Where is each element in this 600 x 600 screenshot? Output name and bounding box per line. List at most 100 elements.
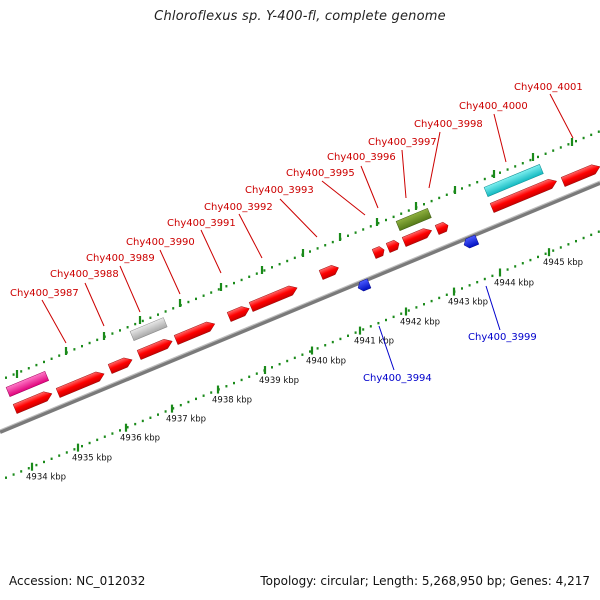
tick-dot (293, 256, 296, 260)
gene-label-chy400_3991: Chy400_3991 (167, 218, 236, 229)
tick-dot (271, 366, 273, 369)
tick-dot (392, 215, 395, 219)
forward-gene-shape (560, 164, 600, 187)
tick-dot (362, 228, 365, 231)
tick-dot (445, 193, 448, 196)
tick-dot (35, 363, 38, 367)
gene-label-chy400_3998: Chy400_3998 (414, 119, 483, 130)
tick-dot (567, 243, 570, 246)
tick-dot (187, 400, 190, 404)
tick-dot (157, 313, 159, 316)
cyan-feature (483, 164, 544, 197)
callout-line (321, 180, 366, 216)
kbp-tick-label: 4939 kbp (259, 376, 299, 386)
tick-dot (12, 373, 15, 376)
gene-label-chy400_3994: Chy400_3994 (363, 373, 432, 384)
trna-feature (129, 317, 168, 341)
kbp-tick-label: 4942 kbp (400, 318, 440, 328)
callout-line (401, 149, 407, 199)
tick-dot (377, 221, 380, 225)
tick-dot (286, 359, 289, 363)
tick-dot (438, 296, 441, 300)
tick-dot (392, 315, 395, 319)
tick-dot (309, 350, 311, 353)
reverse-gene-shape (463, 234, 480, 249)
tick-dot (81, 444, 83, 448)
gene-label-chy400_3987: Chy400_3987 (10, 288, 79, 299)
tick-dot (369, 225, 372, 228)
tick-dot (597, 230, 600, 233)
forward-gene (489, 179, 557, 213)
kbp-tick-label: 4941 kbp (354, 337, 394, 347)
tick-dot (552, 249, 555, 252)
kbp-tick-label: 4936 kbp (120, 434, 160, 444)
tick-dot (50, 457, 53, 460)
forward-gene-shape (401, 228, 433, 247)
feature-track (5, 164, 600, 414)
tick-dot (438, 196, 441, 200)
tick-dot (407, 209, 410, 212)
tick-dot (369, 325, 372, 328)
tick-dot (537, 155, 539, 159)
kbp-tick-label: 4935 kbp (72, 454, 112, 464)
tick-dot (461, 187, 463, 190)
cyan-feature-shape (483, 164, 544, 197)
gene-label-chy400_3990: Chy400_3990 (126, 237, 195, 248)
tick-dot (415, 306, 418, 309)
tick-dot (27, 367, 30, 370)
reverse-tick-track (5, 230, 600, 479)
tick-dot (149, 316, 152, 319)
tick-dot (590, 233, 593, 237)
trna-feature-shape (129, 317, 168, 341)
tick-dot (5, 376, 7, 379)
genome-summary: Topology: circular; Length: 5,268,950 bp… (260, 574, 590, 588)
tick-dot (521, 262, 524, 265)
gene-label-chy400_3988: Chy400_3988 (50, 269, 119, 280)
genome-backbone (0, 181, 600, 434)
forward-gene (55, 371, 105, 398)
tick-dot (35, 463, 38, 467)
tick-dot (293, 356, 296, 360)
tick-dot (187, 300, 190, 304)
kbp-tick-label: 4937 kbp (166, 415, 206, 425)
tick-dot (575, 139, 577, 143)
gene-label-chy400_3989: Chy400_3989 (86, 253, 155, 264)
callout-line (360, 165, 379, 209)
tick-dot (195, 397, 197, 401)
forward-gene-shape (248, 285, 298, 312)
tick-dot (65, 451, 68, 454)
tick-dot (286, 259, 289, 263)
tick-dot (248, 275, 251, 278)
callout-line (485, 285, 501, 331)
tick-dot (278, 362, 281, 366)
callout-line (159, 249, 181, 295)
tick-dot (377, 321, 380, 325)
tick-dot (309, 250, 311, 253)
gene-label-chy400_3997: Chy400_3997 (368, 137, 437, 148)
map-title: Chloroflexus sp. Y-400-fl, complete geno… (154, 9, 446, 24)
gene-label-chy400_3999: Chy400_3999 (468, 332, 537, 343)
forward-gene-shape (385, 239, 400, 253)
tick-dot (43, 460, 45, 464)
tick-dot (88, 441, 91, 445)
tick-dot (468, 184, 471, 187)
tick-dot (126, 426, 129, 429)
tick-dot (347, 334, 349, 337)
tick-dot (88, 341, 91, 345)
forward-gene (401, 228, 433, 247)
forward-gene-shape (489, 179, 557, 213)
tick-dot (111, 332, 114, 335)
kbp-tick-label: 4938 kbp (212, 396, 252, 406)
forward-gene (226, 306, 250, 322)
callout-line (493, 113, 507, 163)
forward-gene (248, 285, 298, 312)
tick-dot (225, 285, 228, 288)
tick-dot (347, 234, 349, 237)
tick-dot (476, 180, 479, 184)
gene-label-chy400_3992: Chy400_3992 (204, 202, 273, 213)
forward-tick-track (5, 130, 600, 379)
tick-dot (157, 413, 159, 416)
tick-dot (172, 407, 175, 410)
tick-dot (81, 344, 83, 348)
tick-dot (126, 326, 129, 329)
